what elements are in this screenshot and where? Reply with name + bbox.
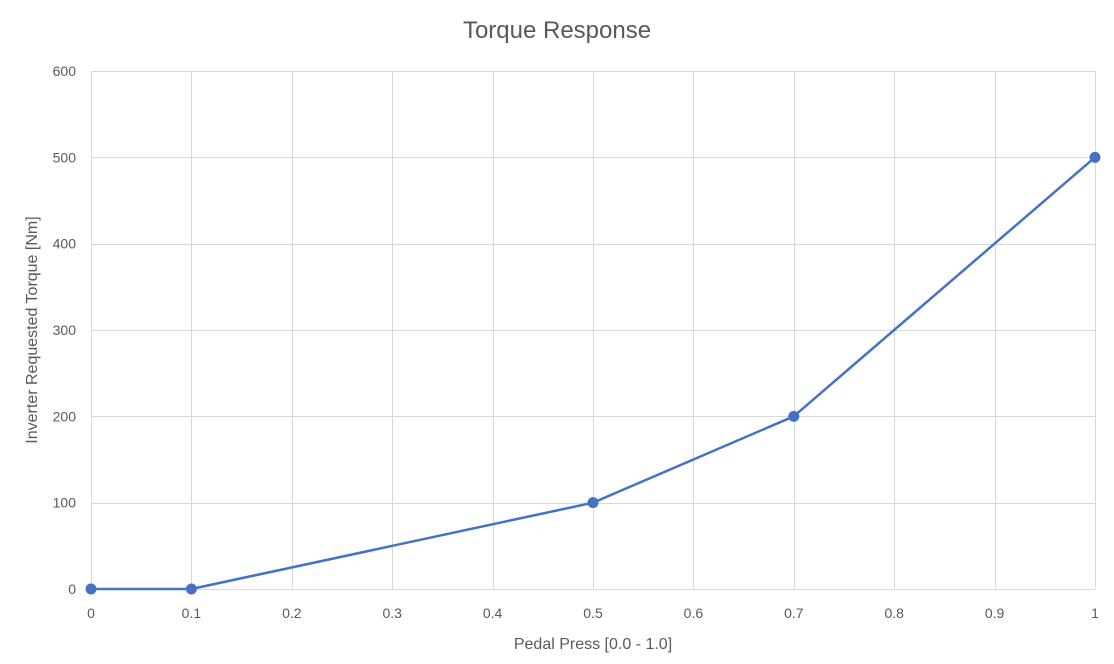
x-tick-label: 0.4 <box>483 605 503 621</box>
series-layer <box>85 151 1101 595</box>
data-point <box>185 583 197 595</box>
grid-layer <box>91 71 1096 590</box>
y-tick-labels: 0 100 200 300 400 500 600 <box>53 63 77 597</box>
y-tick-label: 400 <box>53 236 77 252</box>
data-point <box>788 410 800 422</box>
x-tick-label: 0.1 <box>182 605 202 621</box>
x-tick-label: 0.9 <box>985 605 1005 621</box>
data-point <box>587 497 599 509</box>
chart-title: Torque Response <box>463 17 651 44</box>
x-tick-label: 1 <box>1091 605 1099 621</box>
y-tick-label: 200 <box>53 408 77 424</box>
y-tick-label: 100 <box>53 495 77 511</box>
y-tick-label: 0 <box>68 581 76 597</box>
y-tick-label: 500 <box>53 149 77 165</box>
x-tick-label: 0.3 <box>382 605 402 621</box>
x-tick-label: 0.6 <box>684 605 704 621</box>
data-point <box>1089 151 1101 163</box>
x-tick-label: 0.2 <box>282 605 302 621</box>
y-tick-label: 300 <box>53 322 77 338</box>
x-tick-label: 0.8 <box>884 605 904 621</box>
x-axis-title: Pedal Press [0.0 - 1.0] <box>514 636 672 653</box>
y-axis-title: Inverter Requested Torque [Nm] <box>24 216 41 443</box>
x-tick-label: 0.5 <box>583 605 603 621</box>
x-tick-label: 0 <box>87 605 95 621</box>
data-point <box>85 583 97 595</box>
x-tick-labels: 0 0.1 0.2 0.3 0.4 0.5 0.6 0.7 0.8 0.9 1 <box>87 605 1099 621</box>
y-tick-label: 600 <box>53 63 77 79</box>
x-tick-label: 0.7 <box>784 605 804 621</box>
